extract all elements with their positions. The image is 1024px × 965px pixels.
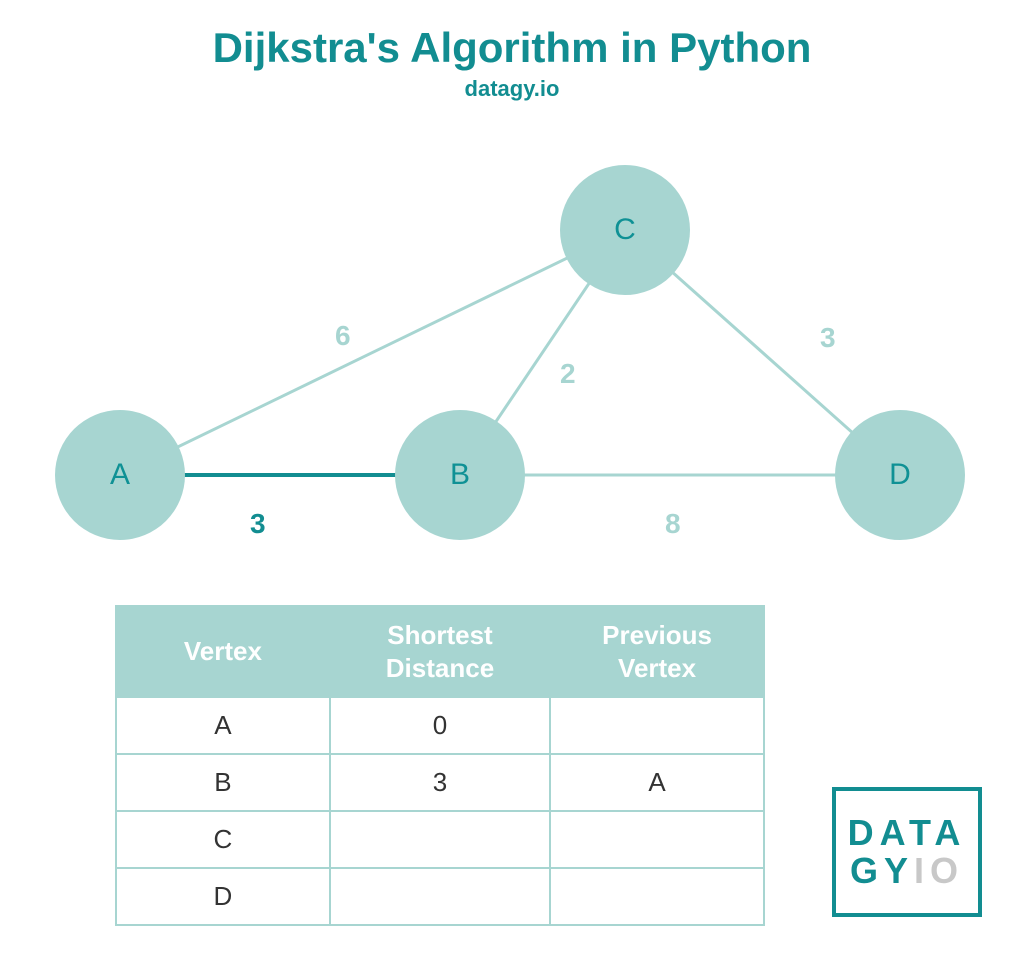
table-cell: A [550,754,764,811]
page-subtitle: datagy.io [0,76,1024,102]
table-cell [330,811,550,868]
edge-label-B-C: 2 [560,358,576,390]
node-B: B [395,410,525,540]
logo-line2: GYIO [850,852,964,890]
distance-table: VertexShortestDistancePreviousVertex A0B… [115,605,765,926]
table-header-cell: ShortestDistance [330,606,550,697]
table-body: A0B3ACD [116,697,764,925]
table-row: C [116,811,764,868]
table-cell [550,811,764,868]
edge-label-B-D: 8 [665,508,681,540]
table-row: D [116,868,764,925]
table-cell: D [116,868,330,925]
edge-label-C-D: 3 [820,322,836,354]
table-cell: A [116,697,330,754]
table-row: B3A [116,754,764,811]
distance-table-wrap: VertexShortestDistancePreviousVertex A0B… [115,605,765,926]
datagy-logo: DATA GYIO [832,787,982,917]
node-C: C [560,165,690,295]
table-header-row: VertexShortestDistancePreviousVertex [116,606,764,697]
table-row: A0 [116,697,764,754]
table-cell: 0 [330,697,550,754]
table-header-cell: Vertex [116,606,330,697]
graph-diagram: A BC D 6 3 2 3 8 [0,140,1024,560]
edge-A-C [120,230,625,475]
table-cell: B [116,754,330,811]
table-cell: C [116,811,330,868]
table-cell: 3 [330,754,550,811]
table-cell [330,868,550,925]
logo-text-data: DATA [848,812,967,853]
table-header-cell: PreviousVertex [550,606,764,697]
edge-label-A-B: 3 [250,508,266,540]
table-cell [550,697,764,754]
logo-line1: DATA [848,814,967,852]
node-A: A [55,410,185,540]
logo-text-gy: GY [850,850,914,891]
edge-label-A-C: 6 [335,320,351,352]
page-title: Dijkstra's Algorithm in Python [0,0,1024,72]
logo-text-io: IO [914,850,964,891]
node-D: D [835,410,965,540]
table-cell [550,868,764,925]
